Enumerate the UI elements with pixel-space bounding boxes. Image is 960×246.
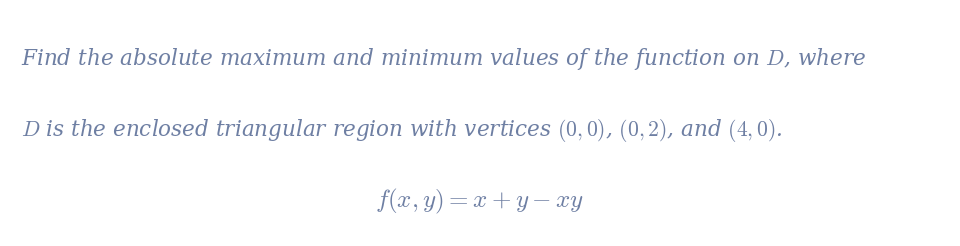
Text: Find the absolute maximum and minimum values of the function on $D$, where: Find the absolute maximum and minimum va… [21,46,867,72]
Text: $D$ is the enclosed triangular region with vertices $(0,0)$, $(0, 2)$, and $(4,0: $D$ is the enclosed triangular region wi… [21,117,782,144]
Text: $f(x, y) = x + y - xy$: $f(x, y) = x + y - xy$ [375,187,585,216]
